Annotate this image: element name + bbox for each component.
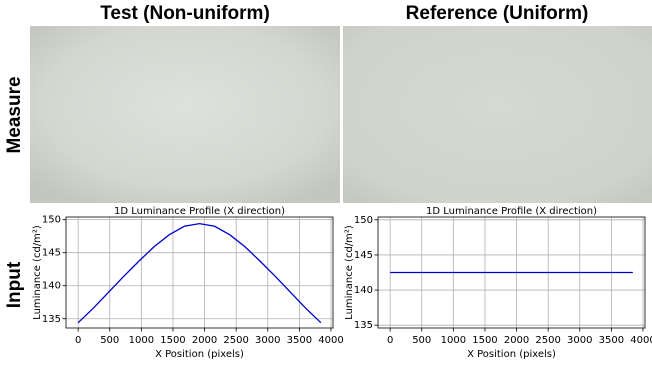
y-axis-label: Luminance (cd/m²) <box>344 225 355 320</box>
column-title: Test (Non-uniform) <box>100 3 270 24</box>
x-tick-label: 2000 <box>504 335 529 346</box>
x-tick-label: 1500 <box>160 335 185 346</box>
y-tick-label: 140 <box>42 281 61 292</box>
y-tick-label: 135 <box>354 320 373 331</box>
x-tick-label: 500 <box>412 335 431 346</box>
y-tick-label: 145 <box>42 248 61 259</box>
y-tick-label: 135 <box>42 314 61 325</box>
y-tick-label: 150 <box>42 215 61 226</box>
x-tick-label: 1500 <box>472 335 497 346</box>
reference-image <box>343 26 652 203</box>
test-image <box>30 26 340 203</box>
x-tick-label: 3000 <box>567 335 592 346</box>
x-tick-label: 1000 <box>129 335 154 346</box>
row-label: Input <box>4 261 25 308</box>
y-tick-label: 145 <box>354 250 373 261</box>
x-tick-label: 2500 <box>535 335 560 346</box>
chart-title: 1D Luminance Profile (X direction) <box>114 206 285 217</box>
x-tick-label: 2500 <box>223 335 248 346</box>
chart-title: 1D Luminance Profile (X direction) <box>426 206 597 217</box>
x-axis-label: X Position (pixels) <box>467 349 556 360</box>
series-line <box>77 222 322 324</box>
column-title: Reference (Uniform) <box>406 3 589 24</box>
plot-area <box>66 217 333 328</box>
x-tick-label: 1000 <box>441 335 466 346</box>
x-axis-label: X Position (pixels) <box>155 349 244 360</box>
x-tick-label: 2000 <box>192 335 217 346</box>
x-tick-label: 3000 <box>255 335 280 346</box>
plot-frame <box>377 216 646 329</box>
x-tick-label: 0 <box>75 335 81 346</box>
x-tick-label: 3500 <box>287 335 312 346</box>
row-label: Measure <box>4 76 25 153</box>
y-tick-label: 150 <box>354 215 373 226</box>
x-tick-label: 0 <box>387 335 393 346</box>
y-tick-label: 140 <box>354 285 373 296</box>
x-tick-label: 3500 <box>599 335 624 346</box>
x-tick-label: 500 <box>100 335 119 346</box>
x-tick-label: 4000 <box>630 335 652 346</box>
x-tick-label: 4000 <box>318 335 343 346</box>
plot-frame <box>65 216 334 329</box>
y-axis-label: Luminance (cd/m²) <box>32 225 43 320</box>
